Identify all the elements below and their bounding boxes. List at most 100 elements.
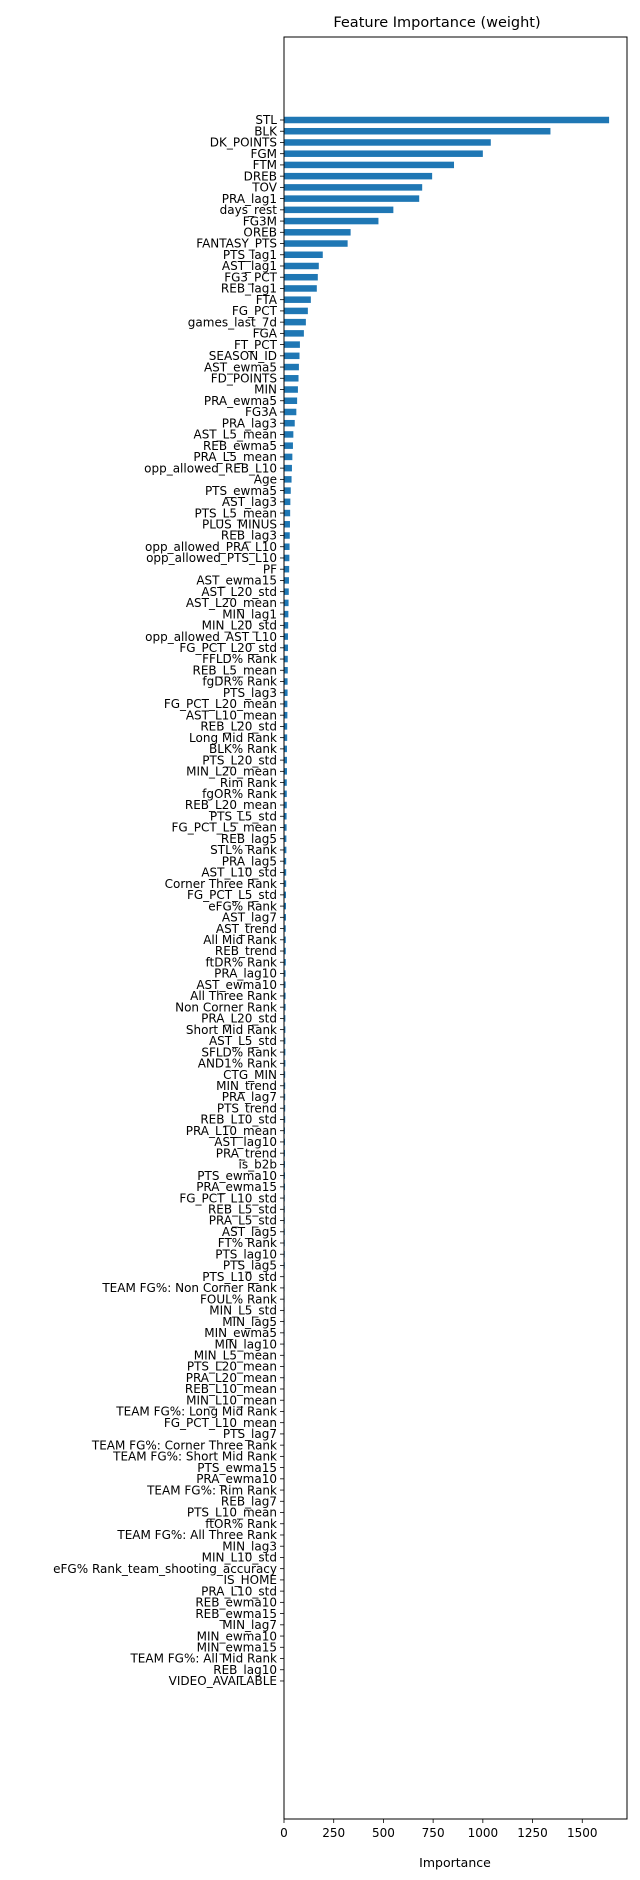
x-tick-label-5: 1250: [517, 1826, 548, 1840]
bar-71: [284, 914, 286, 921]
y-tick-label-90: PRA_L10_mean: [186, 1124, 277, 1138]
y-tick-label-49: REB_L5_mean: [192, 663, 277, 677]
bar-48: [284, 655, 288, 663]
y-tick-label-93: is_b2b: [239, 1158, 277, 1172]
y-tick-label-82: AST_L5_std: [209, 1034, 277, 1048]
y-tick-label-53: AST_L10_mean: [186, 708, 277, 722]
y-tick-label-0: STL: [255, 113, 277, 127]
bar-28: [284, 431, 294, 438]
y-tick-label-12: PTS_lag1: [223, 248, 277, 262]
bar-23: [284, 375, 299, 382]
bar-84: [284, 1060, 286, 1067]
bar-21: [284, 352, 300, 360]
bar-89: [284, 1116, 286, 1123]
y-tick-label-129: eFG% Rank_team_shooting_accuracy: [53, 1562, 277, 1576]
y-tick-label-124: PTS_L10_mean: [187, 1506, 277, 1520]
y-tick-label-4: FTM: [253, 158, 277, 172]
bar-38: [284, 543, 290, 550]
y-tick-label-60: fgOR% Rank: [202, 787, 277, 801]
y-tick-label-69: FG_PCT_L5_std: [187, 888, 277, 902]
x-tick-label-2: 500: [372, 1826, 395, 1840]
bar-88: [284, 1104, 286, 1112]
bar-75: [284, 959, 286, 966]
bar-68: [284, 880, 287, 887]
y-tick-label-6: TOV: [251, 181, 278, 195]
y-tick-label-98: PRA_L5_std: [209, 1214, 277, 1228]
bar-42: [284, 588, 289, 595]
bar-19: [284, 330, 304, 337]
y-tick-label-138: REB_lag10: [213, 1663, 277, 1677]
y-tick-label-10: OREB: [243, 226, 277, 240]
y-tick-label-103: PTS_L10_std: [202, 1270, 277, 1284]
bar-51: [284, 689, 288, 696]
y-tick-label-77: AST_ewma10: [196, 978, 277, 992]
bar-45: [284, 622, 289, 629]
y-tick-label-57: PTS_L20_std: [202, 753, 277, 767]
y-tick-label-94: PTS_ewma10: [197, 1169, 277, 1183]
bar-8: [284, 206, 394, 214]
bar-36: [284, 521, 290, 528]
y-tick-label-95: PRA_ewma15: [196, 1180, 277, 1194]
y-tick-label-125: ftOR% Rank: [205, 1517, 277, 1531]
bar-26: [284, 408, 297, 416]
y-tick-label-36: PLUS_MINUS: [202, 517, 277, 531]
bar-62: [284, 813, 287, 820]
y-tick-label-5: DREB: [244, 169, 277, 183]
y-tick-label-22: AST_ewma5: [204, 360, 277, 374]
bar-53: [284, 711, 288, 719]
bar-10: [284, 229, 351, 236]
bar-55: [284, 734, 288, 741]
x-tick-label-6: 1500: [567, 1826, 598, 1840]
bar-14: [284, 273, 318, 281]
y-tick-label-83: SFLD% Rank: [201, 1045, 277, 1059]
y-tick-label-43: AST_L20_mean: [186, 596, 277, 610]
bar-87: [284, 1093, 286, 1101]
y-tick-label-33: PTS_ewma5: [205, 484, 277, 498]
y-tick-label-74: REB_trend: [215, 944, 277, 958]
bar-79: [284, 1003, 286, 1011]
y-tick-label-55: Long Mid Rank: [189, 731, 277, 745]
bar-65: [284, 846, 287, 854]
y-tick-label-18: games_last_7d: [188, 315, 277, 329]
y-tick-label-27: PRA_lag3: [222, 416, 277, 430]
y-tick-label-115: TEAM FG%: Long Mid Rank: [115, 1405, 277, 1419]
y-tick-label-64: REB_lag5: [221, 832, 277, 846]
y-tick-label-105: FOUL% Rank: [200, 1292, 277, 1306]
bar-9: [284, 217, 379, 225]
bar-12: [284, 251, 323, 259]
y-tick-label-135: MIN_ewma10: [197, 1629, 277, 1643]
bar-13: [284, 262, 319, 270]
y-tick-label-79: Non Corner Rank: [175, 1000, 277, 1014]
bar-64: [284, 835, 287, 842]
bar-80: [284, 1015, 286, 1022]
bar-1: [284, 127, 551, 135]
bar-43: [284, 599, 289, 607]
y-tick-label-80: PRA_L20_std: [201, 1012, 277, 1026]
bar-15: [284, 285, 317, 292]
bar-46: [284, 633, 288, 640]
y-tick-label-100: FT% Rank: [218, 1236, 277, 1250]
x-tick-label-4: 1000: [468, 1826, 499, 1840]
y-tick-label-56: BLK% Rank: [209, 742, 277, 756]
bar-86: [284, 1082, 286, 1090]
bar-7: [284, 195, 420, 202]
y-tick-label-84: AND1% Rank: [198, 1057, 277, 1071]
chart-title: Feature Importance (weight): [333, 15, 540, 31]
y-tick-label-17: FG_PCT: [232, 304, 278, 318]
bar-66: [284, 857, 287, 865]
bar-24: [284, 386, 298, 393]
y-tick-label-123: REB_lag7: [221, 1494, 277, 1508]
y-tick-label-75: ftDR% Rank: [206, 955, 278, 969]
y-tick-label-76: PRA_lag10: [214, 967, 277, 981]
y-tick-label-70: eFG% Rank: [208, 899, 277, 913]
y-tick-label-48: FFLD% Rank: [202, 652, 277, 666]
y-tick-label-47: FG_PCT_L20_std: [179, 641, 277, 655]
y-tick-label-126: TEAM FG%: All Three Rank: [116, 1528, 277, 1542]
y-tick-label-136: MIN_ewma15: [197, 1640, 277, 1654]
y-tick-label-23: FD_POINTS: [211, 371, 277, 385]
y-tick-label-20: FT_PCT: [234, 338, 278, 352]
y-tick-label-62: PTS_L5_std: [210, 809, 277, 823]
y-tick-label-110: MIN_L5_mean: [194, 1349, 277, 1363]
bar-49: [284, 667, 288, 674]
